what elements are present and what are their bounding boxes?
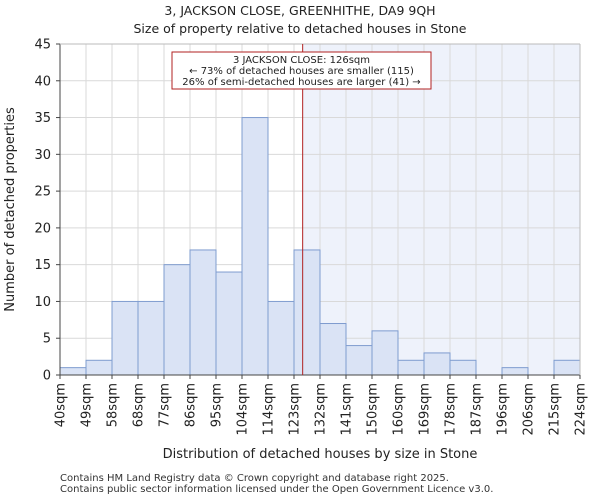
y-tick-label: 0	[43, 369, 51, 384]
x-tick-label: 160sqm	[392, 383, 407, 436]
histogram-bar	[371, 330, 399, 376]
y-tick-label: 30	[34, 148, 51, 163]
y-tick-label: 15	[34, 258, 51, 273]
x-tick-label: 169sqm	[418, 383, 433, 436]
annotation-line-smaller: ← 73% of detached houses are smaller (11…	[189, 66, 414, 77]
histogram-bar	[163, 264, 191, 376]
x-tick-label: 77sqm	[158, 383, 173, 427]
histogram-bar	[241, 117, 269, 376]
x-tick-label: 224sqm	[574, 383, 589, 436]
x-tick-label: 95sqm	[210, 383, 225, 427]
chart-subtitle: Size of property relative to detached ho…	[133, 21, 467, 36]
annotation-line-title: 3 JACKSON CLOSE: 126sqm	[233, 55, 370, 66]
y-tick-label: 40	[34, 74, 51, 89]
x-tick-label: 114sqm	[262, 383, 277, 436]
x-tick-label: 132sqm	[314, 383, 329, 436]
y-tick-label: 5	[43, 332, 51, 347]
x-tick-label: 86sqm	[184, 383, 199, 427]
histogram-bar	[553, 359, 581, 376]
x-tick-label: 215sqm	[548, 383, 563, 436]
histogram-bar	[319, 323, 347, 376]
footer-line-2: Contains public sector information licen…	[60, 484, 494, 495]
x-tick-label: 40sqm	[54, 383, 69, 427]
y-tick-label: 20	[34, 221, 51, 236]
x-tick-label: 178sqm	[444, 383, 459, 436]
x-tick-label: 123sqm	[288, 383, 303, 436]
histogram-bar	[345, 345, 373, 376]
y-tick-label: 35	[34, 111, 51, 126]
histogram-bar	[189, 249, 217, 376]
y-tick-label: 25	[34, 185, 51, 200]
x-tick-label: 58sqm	[106, 383, 121, 427]
histogram-bar	[293, 249, 321, 376]
x-tick-label: 206sqm	[522, 383, 537, 436]
x-tick-label: 49sqm	[80, 383, 95, 427]
histogram-bar	[423, 352, 451, 376]
x-tick-label: 68sqm	[132, 383, 147, 427]
histogram-bar	[215, 271, 243, 376]
histogram-bar	[85, 359, 113, 376]
x-tick-label: 104sqm	[236, 383, 251, 436]
annotation-line-larger: 26% of semi-detached houses are larger (…	[182, 77, 420, 88]
x-tick-label: 150sqm	[366, 383, 381, 436]
histogram-bar	[59, 367, 87, 376]
y-tick-label: 45	[34, 38, 51, 53]
footer-line-1: Contains HM Land Registry data © Crown c…	[60, 473, 449, 484]
x-axis-label: Distribution of detached houses by size …	[163, 447, 478, 462]
y-axis-label: Number of detached properties	[3, 107, 18, 312]
histogram-bar	[137, 300, 165, 376]
histogram-bar	[111, 300, 139, 376]
annotation-box	[171, 51, 432, 90]
x-tick-label: 141sqm	[340, 383, 355, 436]
histogram-bar	[449, 359, 477, 376]
larger-region-highlight	[302, 44, 580, 375]
chart-area: 0 5 10 15 20 25 30 35 40 45 40sqm 49sqm 58sqm 68sqm 77…	[3, 38, 589, 463]
x-tick-label: 187sqm	[470, 383, 485, 436]
histogram-bar	[267, 300, 295, 376]
chart-title: 3, JACKSON CLOSE, GREENHITHE, DA9 9QH	[164, 3, 436, 18]
histogram-bar	[501, 367, 529, 376]
y-tick-label: 10	[34, 295, 51, 310]
histogram-bar	[397, 359, 425, 376]
x-tick-label: 196sqm	[496, 383, 511, 436]
